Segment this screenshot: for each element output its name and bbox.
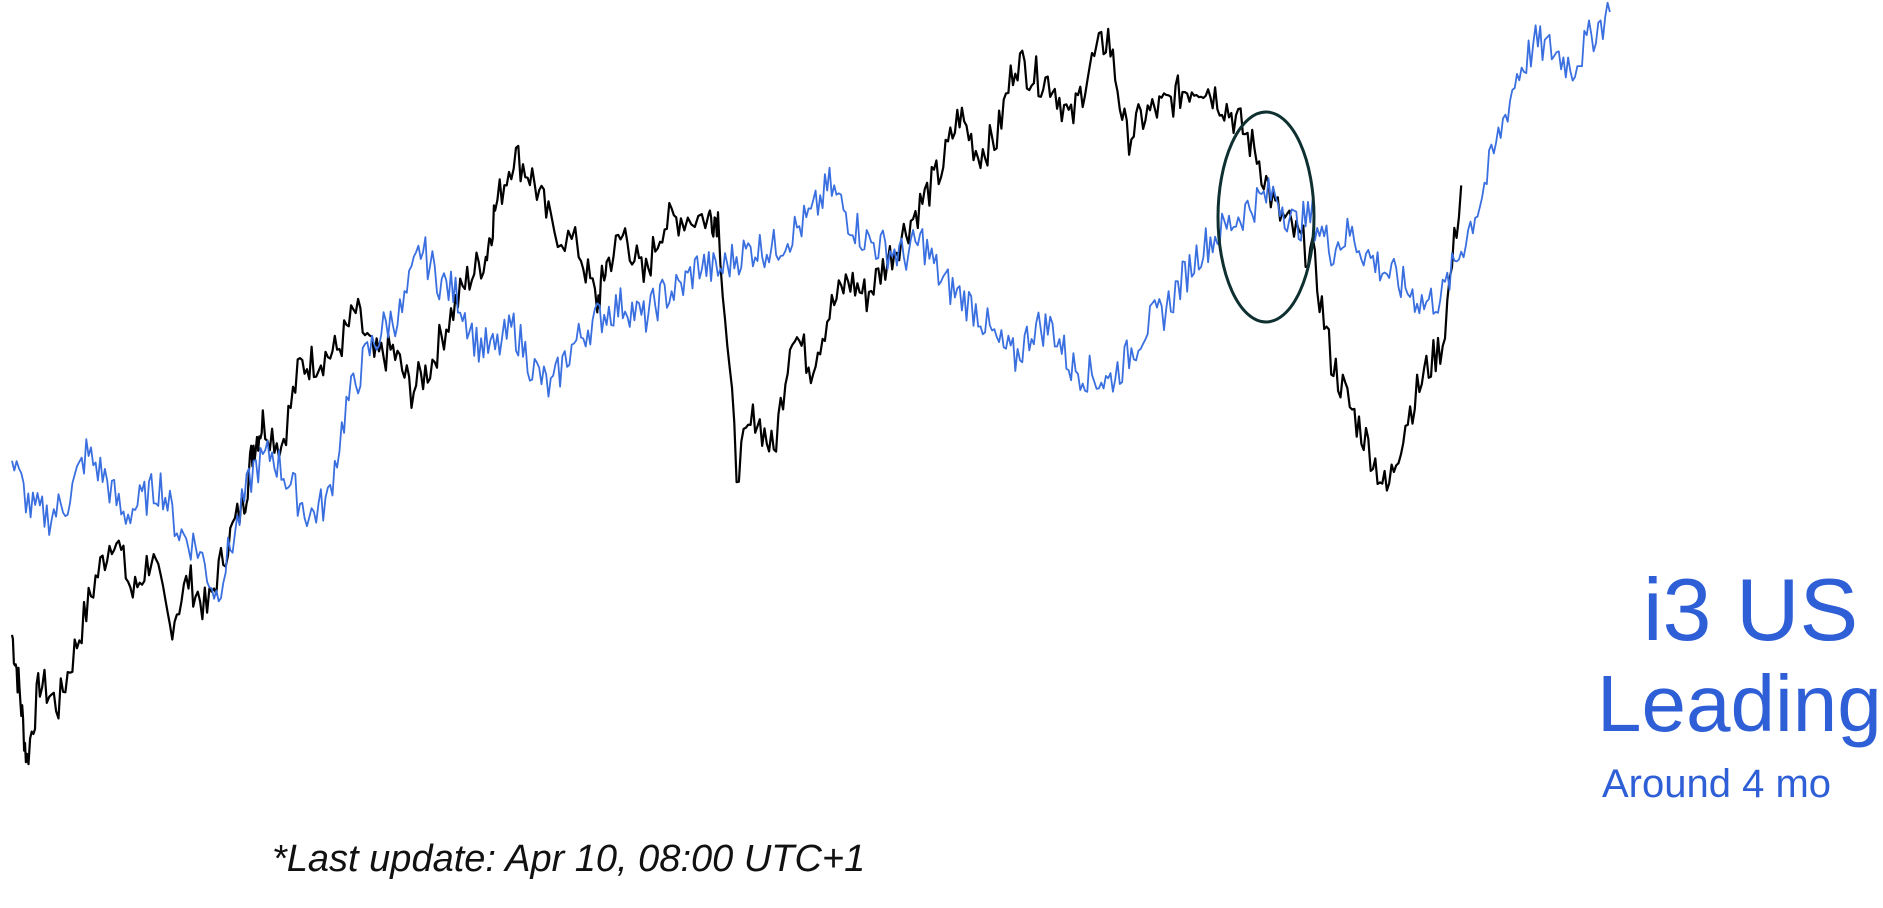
highlight-ellipse [1216, 110, 1316, 324]
series-line-black [10, 27, 1463, 766]
series-line-blue [11, 1, 1611, 603]
series-layer [10, 1, 1611, 766]
chart-subtitle: Around 4 mo [1602, 762, 1832, 806]
last-update-footnote: *Last update: Apr 10, 08:00 UTC+1 [272, 838, 866, 880]
chart-title-line-1: i3 US I [1643, 560, 1883, 659]
chart-title-line-2: Leading [1597, 659, 1882, 748]
